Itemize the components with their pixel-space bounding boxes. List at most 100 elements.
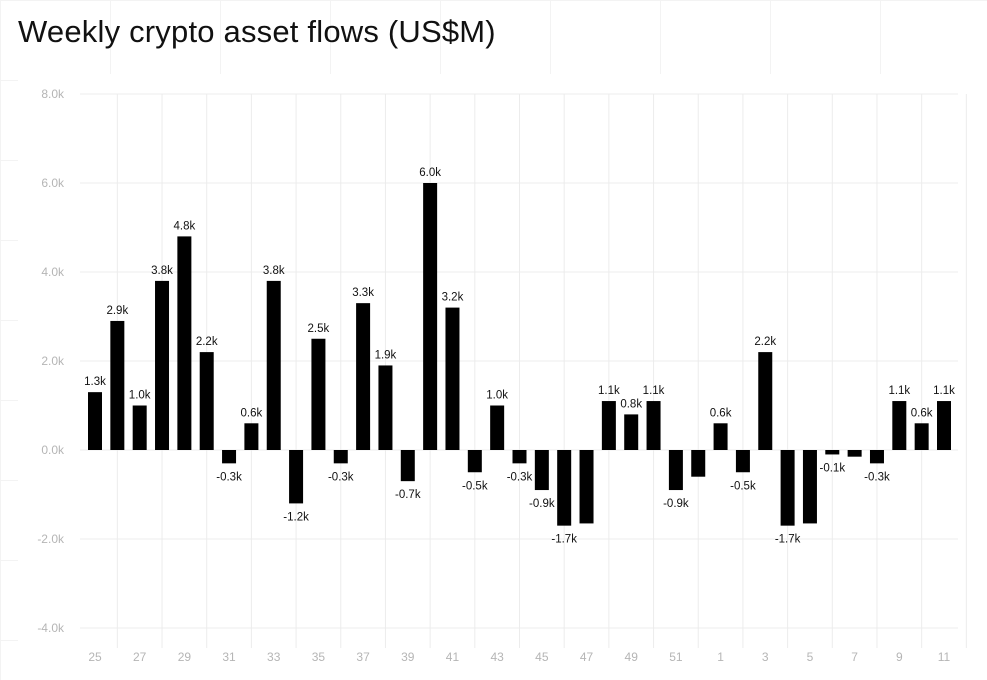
bar-week-50: [646, 401, 661, 450]
data-label: -1.7k: [775, 534, 801, 546]
bar-week-27: [132, 405, 147, 450]
bar-week-2: [735, 450, 750, 473]
x-tick-label: 47: [580, 650, 594, 664]
data-label: 1.0k: [129, 390, 151, 402]
bar-week-32: [244, 423, 259, 450]
x-tick-label: 33: [267, 650, 281, 664]
y-tick-label: 2.0k: [41, 354, 65, 368]
x-tick-label: 39: [401, 650, 415, 664]
y-tick-label: 6.0k: [41, 176, 65, 190]
data-label: 0.6k: [241, 407, 263, 419]
bar-week-43: [490, 405, 505, 450]
data-label: 2.2k: [196, 336, 218, 348]
bar-week-33: [266, 280, 281, 450]
bar-week-35: [311, 338, 326, 450]
data-label: 0.6k: [710, 407, 732, 419]
bar-week-36: [333, 450, 348, 464]
bar-week-31: [222, 450, 237, 464]
data-label: -0.9k: [529, 498, 555, 510]
bar-week-10: [914, 423, 929, 450]
bar-week-44: [512, 450, 527, 464]
x-tick-label: 31: [222, 650, 236, 664]
x-tick-label: 29: [178, 650, 192, 664]
bar-week-38: [378, 365, 393, 450]
bar-week-3: [758, 352, 773, 450]
bar-week-1: [713, 423, 728, 450]
data-label: -0.3k: [507, 471, 533, 483]
bar-week-30: [199, 352, 214, 450]
data-label: -0.9k: [663, 498, 689, 510]
data-label: -1.2k: [283, 511, 309, 523]
data-label: 1.1k: [888, 385, 910, 397]
data-label: 1.0k: [486, 390, 508, 402]
data-label: -0.1k: [820, 462, 846, 474]
bar-week-46: [557, 450, 572, 526]
data-label: 3.8k: [263, 265, 285, 277]
bar-week-41: [445, 307, 460, 450]
y-tick-label: 4.0k: [41, 265, 65, 279]
bar-week-34: [289, 450, 304, 504]
data-label: 1.9k: [375, 349, 397, 361]
x-tick-label: 7: [851, 650, 858, 664]
y-tick-label: 8.0k: [41, 87, 65, 101]
bar-week-37: [356, 303, 371, 450]
data-label: -0.7k: [395, 489, 421, 501]
bar-week-11: [937, 401, 951, 450]
bar-week-52: [691, 450, 706, 477]
bar-week-47: [579, 450, 594, 524]
data-label: 0.8k: [620, 398, 642, 410]
bar-week-6: [825, 450, 840, 455]
chart-title: Weekly crypto asset flows (US$M): [18, 14, 496, 49]
x-tick-label: 45: [535, 650, 549, 664]
data-label: 1.1k: [598, 385, 620, 397]
data-label: -0.5k: [730, 480, 756, 492]
y-tick-label: -4.0k: [37, 621, 65, 635]
data-label: 2.2k: [754, 336, 776, 348]
data-label: 1.1k: [933, 385, 955, 397]
data-label: 6.0k: [419, 167, 441, 179]
bar-week-25: [88, 392, 102, 450]
x-tick-label: 11: [938, 650, 951, 664]
x-tick-label: 25: [88, 650, 102, 664]
bar-week-42: [467, 450, 482, 473]
x-tick-label: 43: [490, 650, 504, 664]
data-label: -0.3k: [328, 471, 354, 483]
bar-week-26: [110, 320, 125, 450]
x-tick-label: 1: [717, 650, 724, 664]
x-tick-label: 51: [669, 650, 683, 664]
data-label: 4.8k: [173, 220, 195, 232]
bar-week-49: [624, 414, 639, 450]
y-tick-label: -2.0k: [37, 532, 65, 546]
x-tick-label: 35: [312, 650, 326, 664]
bar-week-9: [892, 401, 907, 450]
bar-week-40: [423, 183, 438, 450]
data-label: -0.3k: [216, 471, 242, 483]
data-label: 1.1k: [643, 385, 665, 397]
bar-week-5: [802, 450, 817, 524]
x-tick-label: 3: [762, 650, 769, 664]
bar-week-4: [780, 450, 795, 526]
x-tick-label: 49: [625, 650, 639, 664]
bar-week-28: [155, 280, 170, 450]
x-tick-label: 41: [446, 650, 460, 664]
data-label: -0.5k: [462, 480, 488, 492]
data-label: 3.3k: [352, 287, 374, 299]
bar-week-51: [668, 450, 683, 491]
x-tick-label: 9: [896, 650, 903, 664]
x-tick-label: 27: [133, 650, 147, 664]
bar-week-7: [847, 450, 862, 457]
bar-week-45: [534, 450, 549, 491]
bar-week-39: [400, 450, 415, 482]
bar-week-8: [869, 450, 884, 464]
data-label: -0.3k: [864, 471, 890, 483]
data-label: 0.6k: [911, 407, 933, 419]
x-tick-label: 5: [807, 650, 814, 664]
data-label: 2.9k: [106, 305, 128, 317]
bar-week-29: [177, 236, 192, 450]
y-tick-label: 0.0k: [41, 443, 65, 457]
data-label: 3.2k: [442, 292, 464, 304]
data-label: 2.5k: [308, 323, 330, 335]
x-tick-label: 37: [356, 650, 370, 664]
data-label: -1.7k: [551, 534, 577, 546]
